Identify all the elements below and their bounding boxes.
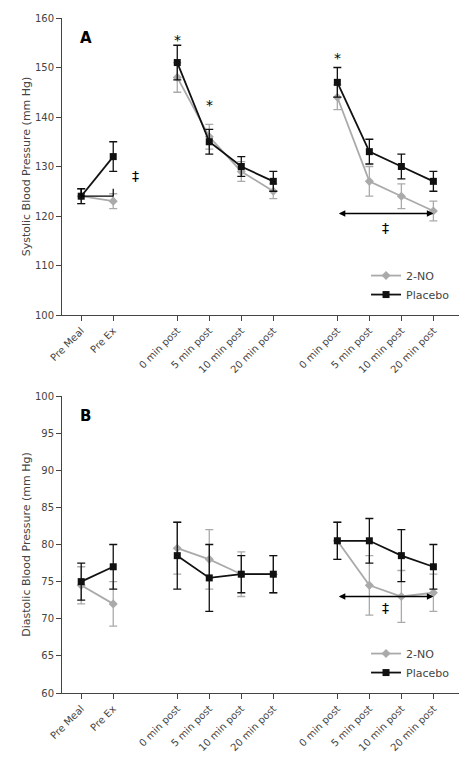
svg-text:10 min post: 10 min post: [356, 325, 406, 375]
svg-text:‡: ‡: [132, 168, 139, 184]
svg-text:20 min post: 20 min post: [388, 703, 438, 753]
svg-text:100: 100: [35, 310, 54, 321]
svg-text:2-NO: 2-NO: [406, 648, 434, 661]
svg-text:0 min post: 0 min post: [137, 703, 182, 748]
svg-text:75: 75: [41, 576, 54, 587]
svg-text:130: 130: [35, 161, 54, 172]
svg-text:65: 65: [41, 650, 54, 661]
svg-text:5 min post: 5 min post: [169, 703, 214, 748]
svg-text:A: A: [80, 29, 92, 47]
svg-text:0 min post: 0 min post: [297, 703, 342, 748]
svg-text:5 min post: 5 min post: [169, 325, 214, 370]
svg-text:160: 160: [35, 13, 54, 24]
svg-text:10 min post: 10 min post: [196, 325, 246, 375]
svg-text:Pre Meal: Pre Meal: [48, 325, 86, 363]
svg-text:‡: ‡: [382, 600, 389, 616]
svg-text:10 min post: 10 min post: [196, 703, 246, 753]
svg-text:140: 140: [35, 112, 54, 123]
svg-text:*: *: [174, 32, 181, 48]
svg-text:5 min post: 5 min post: [329, 325, 374, 370]
svg-text:120: 120: [35, 211, 54, 222]
svg-text:0 min post: 0 min post: [137, 325, 182, 370]
svg-text:Pre Ex: Pre Ex: [88, 703, 118, 733]
svg-text:5 min post: 5 min post: [329, 703, 374, 748]
svg-text:B: B: [80, 407, 91, 425]
svg-text:‡: ‡: [382, 220, 389, 236]
svg-text:20 min post: 20 min post: [228, 325, 278, 375]
svg-text:Placebo: Placebo: [406, 667, 449, 680]
svg-text:Diastolic Blood Pressure (mm H: Diastolic Blood Pressure (mm Hg): [20, 452, 33, 636]
svg-text:60: 60: [41, 688, 54, 699]
svg-text:Pre Ex: Pre Ex: [88, 325, 118, 355]
svg-text:90: 90: [41, 465, 54, 476]
svg-text:0 min post: 0 min post: [297, 325, 342, 370]
svg-text:*: *: [206, 97, 213, 113]
svg-text:Placebo: Placebo: [406, 289, 449, 302]
svg-text:Systolic Blood Pressure (mm Hg: Systolic Blood Pressure (mm Hg): [20, 77, 33, 257]
svg-text:20 min post: 20 min post: [388, 325, 438, 375]
svg-text:85: 85: [41, 502, 54, 513]
svg-text:150: 150: [35, 62, 54, 73]
svg-text:95: 95: [41, 428, 54, 439]
svg-text:70: 70: [41, 613, 54, 624]
svg-text:Pre Meal: Pre Meal: [48, 703, 86, 741]
svg-text:2-NO: 2-NO: [406, 270, 434, 283]
svg-text:10 min post: 10 min post: [356, 703, 406, 753]
svg-text:20 min post: 20 min post: [228, 703, 278, 753]
svg-text:100: 100: [35, 391, 54, 402]
svg-text:80: 80: [41, 539, 54, 550]
svg-text:110: 110: [35, 260, 54, 271]
svg-text:*: *: [334, 50, 341, 66]
